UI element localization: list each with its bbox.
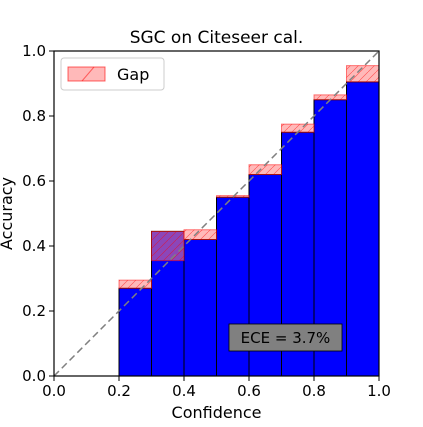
gap-bar: [281, 123, 315, 133]
y-tick-label: 0.2: [22, 302, 46, 320]
y-tick-label: 1.0: [22, 42, 46, 60]
ticks-layer: 0.0 0.2 0.4 0.6 0.8 1.0 0.0 0.2 0.4 0.6 0.8 1.0: [22, 42, 391, 400]
ece-box: [228, 323, 343, 352]
y-tick-label: 0.6: [22, 172, 46, 190]
legend-label-gap: Gap: [117, 65, 149, 84]
x-tick-label: 0.2: [107, 382, 131, 400]
x-tick-label: 0.8: [302, 382, 326, 400]
ece-annotation: ECE = 3.7%: [228, 323, 343, 352]
legend: Gap: [60, 57, 165, 91]
x-tick-label: 0.4: [172, 382, 196, 400]
y-tick-label: 0.8: [22, 107, 46, 125]
accuracy-bar: [183, 239, 217, 377]
x-tick-label: 0.0: [42, 382, 66, 400]
gap-bar: [248, 164, 282, 175]
y-axis-label: Accuracy: [0, 177, 16, 250]
y-tick-label: 0.4: [22, 237, 46, 255]
legend-hatch: [81, 66, 95, 82]
gap-bar: [151, 230, 185, 262]
accuracy-bar: [346, 81, 380, 377]
legend-swatch-gap: [67, 66, 106, 82]
x-tick-label: 0.6: [237, 382, 261, 400]
accuracy-bar: [118, 287, 152, 377]
x-tick-label: 1.0: [367, 382, 391, 400]
y-tick-label: 0.0: [22, 367, 46, 385]
legend-box: [60, 57, 165, 91]
ece-text: ECE = 3.7%: [241, 329, 331, 347]
x-axis-label: Confidence: [172, 403, 262, 422]
plot-frame: [53, 50, 380, 377]
gap-layer: [118, 65, 380, 289]
chart-title: SGC on Citeseer cal.: [130, 28, 304, 48]
gap-bar: [183, 229, 217, 240]
gap-bar: [118, 279, 152, 289]
